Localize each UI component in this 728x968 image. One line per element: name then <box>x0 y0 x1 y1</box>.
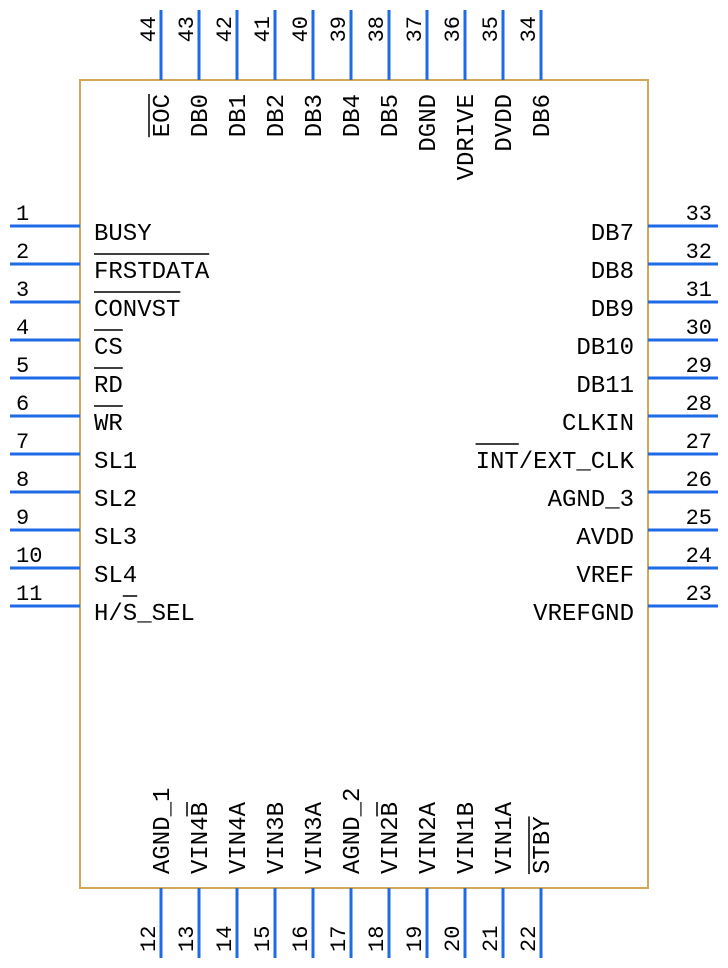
pin-number: 42 <box>213 16 238 42</box>
pin-label: RD <box>94 373 123 400</box>
pin-label: DGND <box>416 94 443 152</box>
pin-number: 12 <box>137 926 162 952</box>
pin-label: DB3 <box>302 94 329 137</box>
pin-number: 7 <box>16 430 29 455</box>
pin-number: 4 <box>16 316 29 341</box>
pin-number: 16 <box>289 926 314 952</box>
pin-label: VIN1A <box>492 801 519 874</box>
pin-number: 15 <box>251 926 276 952</box>
pin-number: 1 <box>16 202 29 227</box>
pin-number: 40 <box>289 16 314 42</box>
pin-label: SL4 <box>94 563 137 590</box>
pin-label: VIN2A <box>416 801 443 874</box>
pin-label: CS <box>94 335 123 362</box>
pin-number: 25 <box>686 506 712 531</box>
pin-label: DB5 <box>378 94 405 137</box>
pin-label: VDRIVE <box>454 94 481 180</box>
pin-label: WR <box>94 411 123 438</box>
pin-label: EOC <box>150 94 177 137</box>
pin-number: 24 <box>686 544 712 569</box>
pin-number: 38 <box>365 16 390 42</box>
pin-label: VIN3B <box>264 802 291 874</box>
pin-label: DB2 <box>264 94 291 137</box>
pin-label: DB11 <box>576 373 634 400</box>
pin-label: DB0 <box>188 94 215 137</box>
pin-label: VREFGND <box>533 601 634 628</box>
pin-number: 5 <box>16 354 29 379</box>
pinout-diagram: 1 BUSY 2 FRSTDATA 3 CONVST 4 CS 5 RD 6 WR 7 SL1 8 SL2 9 S… <box>0 0 728 968</box>
pin-number: 9 <box>16 506 29 531</box>
pin-number: 33 <box>686 202 712 227</box>
pin-label: DB10 <box>576 335 634 362</box>
pin-number: 10 <box>16 544 42 569</box>
pin-label: INT/EXT_CLK <box>476 449 635 476</box>
pin-number: 8 <box>16 468 29 493</box>
pin-label: H/S_SEL <box>94 601 195 628</box>
pin-number: 2 <box>16 240 29 265</box>
pin-label: VIN2B <box>378 802 405 874</box>
pin-number: 30 <box>686 316 712 341</box>
pin-number: 35 <box>479 16 504 42</box>
pin-number: 26 <box>686 468 712 493</box>
pin-number: 43 <box>175 16 200 42</box>
pin-label: DVDD <box>492 94 519 152</box>
pin-label: BUSY <box>94 221 152 248</box>
pin-number: 17 <box>327 926 352 952</box>
pin-label: DB4 <box>340 94 367 137</box>
pin-number: 19 <box>403 926 428 952</box>
pin-label: AGND_2 <box>340 788 367 874</box>
pin-number: 18 <box>365 926 390 952</box>
pin-label: DB9 <box>591 297 634 324</box>
pin-label: AGND_3 <box>548 487 634 514</box>
pin-number: 21 <box>479 926 504 952</box>
pin-number: 22 <box>517 926 542 952</box>
pin-number: 34 <box>517 16 542 42</box>
pin-label: AGND_1 <box>150 788 177 874</box>
pin-number: 23 <box>686 582 712 607</box>
pin-number: 6 <box>16 392 29 417</box>
pin-number: 31 <box>686 278 712 303</box>
pin-label: SL3 <box>94 525 137 552</box>
pin-label: CONVST <box>94 297 180 324</box>
pin-label: VREF <box>576 563 634 590</box>
pin-label: DB8 <box>591 259 634 286</box>
pin-label: DB6 <box>530 94 557 137</box>
pin-number: 41 <box>251 16 276 42</box>
pin-label: STBY <box>530 816 557 874</box>
pin-number: 27 <box>686 430 712 455</box>
pin-number: 3 <box>16 278 29 303</box>
pin-label: VIN4A <box>226 801 253 874</box>
pin-number: 39 <box>327 16 352 42</box>
pin-label: DB7 <box>591 221 634 248</box>
pin-label: SL1 <box>94 449 137 476</box>
pin-label: VIN3A <box>302 801 329 874</box>
pin-number: 29 <box>686 354 712 379</box>
pin-number: 13 <box>175 926 200 952</box>
pin-number: 32 <box>686 240 712 265</box>
pin-number: 37 <box>403 16 428 42</box>
pin-label: CLKIN <box>562 411 634 438</box>
pin-label: DB1 <box>226 94 253 137</box>
pin-number: 36 <box>441 16 466 42</box>
pin-label: AVDD <box>576 525 634 552</box>
pin-label: FRSTDATA <box>94 259 210 286</box>
pin-number: 20 <box>441 926 466 952</box>
pin-number: 28 <box>686 392 712 417</box>
pin-label: SL2 <box>94 487 137 514</box>
pin-number: 14 <box>213 926 238 952</box>
pin-number: 44 <box>137 16 162 42</box>
pin-label: VIN4B <box>188 802 215 874</box>
pin-label: VIN1B <box>454 802 481 874</box>
pin-number: 11 <box>16 582 42 607</box>
